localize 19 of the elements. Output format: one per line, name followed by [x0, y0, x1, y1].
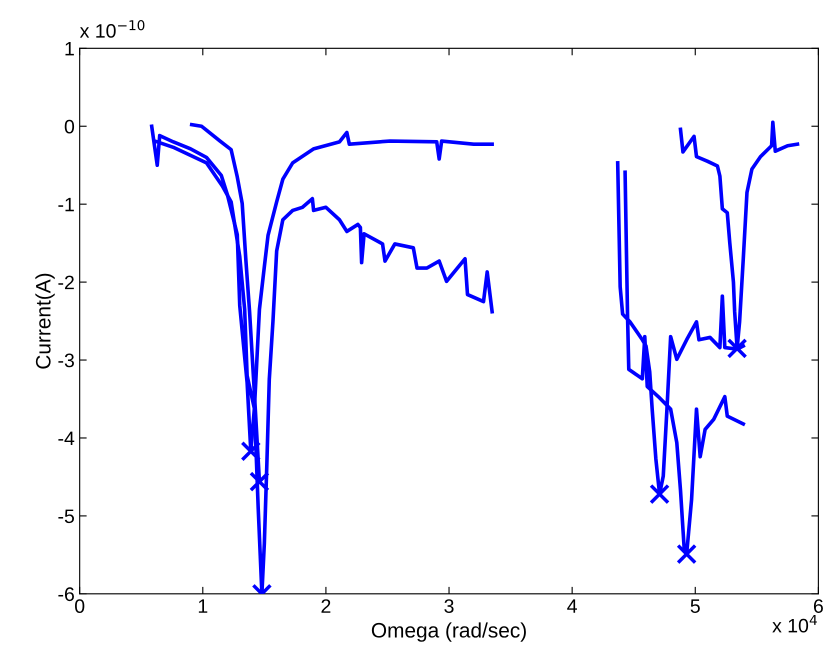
y-tick-label: -3 [58, 354, 74, 368]
x-tick-label: 1 [198, 599, 208, 613]
x-tick-label: 3 [444, 599, 454, 613]
y-tick-label: -6 [58, 587, 74, 602]
y-tick-label: -1 [58, 198, 74, 212]
y-tick-label: 1 [65, 42, 74, 56]
x-tick-label: 6 [814, 599, 823, 613]
x-tick-label: 4 [567, 599, 577, 613]
y-axis-title: Current(A) [35, 274, 55, 369]
y-tick-label: -5 [58, 510, 74, 524]
x-tick-label: 2 [321, 599, 330, 613]
x-tick-label: 0 [75, 599, 84, 613]
y-tick-label: -2 [58, 276, 74, 290]
x-axis-title: Omega (rad/sec) [372, 622, 526, 642]
text: x 10$^{−10}$ [80, 20, 144, 38]
text: x 10$^{4}$ [772, 614, 817, 633]
x-tick-label: 5 [690, 599, 700, 613]
y-tick-label: 0 [64, 120, 74, 134]
y-tick-label: -4 [58, 432, 74, 446]
